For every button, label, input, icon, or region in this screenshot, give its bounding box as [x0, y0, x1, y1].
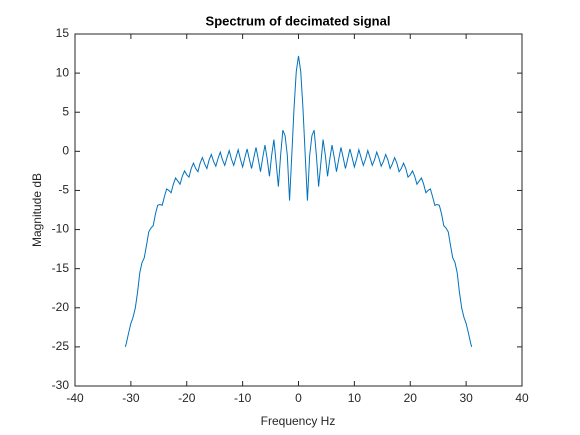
y-tick-label: -20 — [52, 300, 70, 314]
x-tick-label: -40 — [66, 391, 84, 405]
x-tick-label: -10 — [234, 391, 252, 405]
y-tick-label: -25 — [52, 339, 70, 353]
x-axis-label: Frequency Hz — [261, 414, 336, 428]
y-tick-label: -15 — [52, 261, 70, 275]
x-tick-label: 30 — [459, 391, 473, 405]
y-tick-label: -5 — [58, 183, 69, 197]
x-tick-label: 10 — [348, 391, 362, 405]
data-line — [124, 55, 473, 348]
y-tick-label: 15 — [56, 26, 70, 40]
x-tick-label: -20 — [178, 391, 196, 405]
x-tick-label: 20 — [404, 391, 418, 405]
x-tick-label: -30 — [122, 391, 140, 405]
axes-box — [74, 33, 523, 387]
y-tick-label: 0 — [62, 144, 69, 158]
y-tick-label: -30 — [52, 378, 70, 392]
y-tick-label: -10 — [52, 222, 70, 236]
x-tick-label: 0 — [295, 391, 302, 405]
x-tick-label: 40 — [515, 391, 529, 405]
y-axis-label: Magnitude dB — [30, 173, 44, 247]
y-tick-label: 10 — [56, 65, 70, 79]
chart-title: Spectrum of decimated signal — [206, 13, 391, 28]
y-tick-label: 5 — [62, 104, 69, 118]
